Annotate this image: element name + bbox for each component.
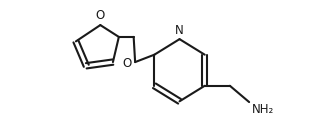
Text: N: N (175, 24, 184, 37)
Text: NH₂: NH₂ (252, 103, 274, 116)
Text: O: O (122, 57, 132, 70)
Text: O: O (96, 9, 105, 22)
